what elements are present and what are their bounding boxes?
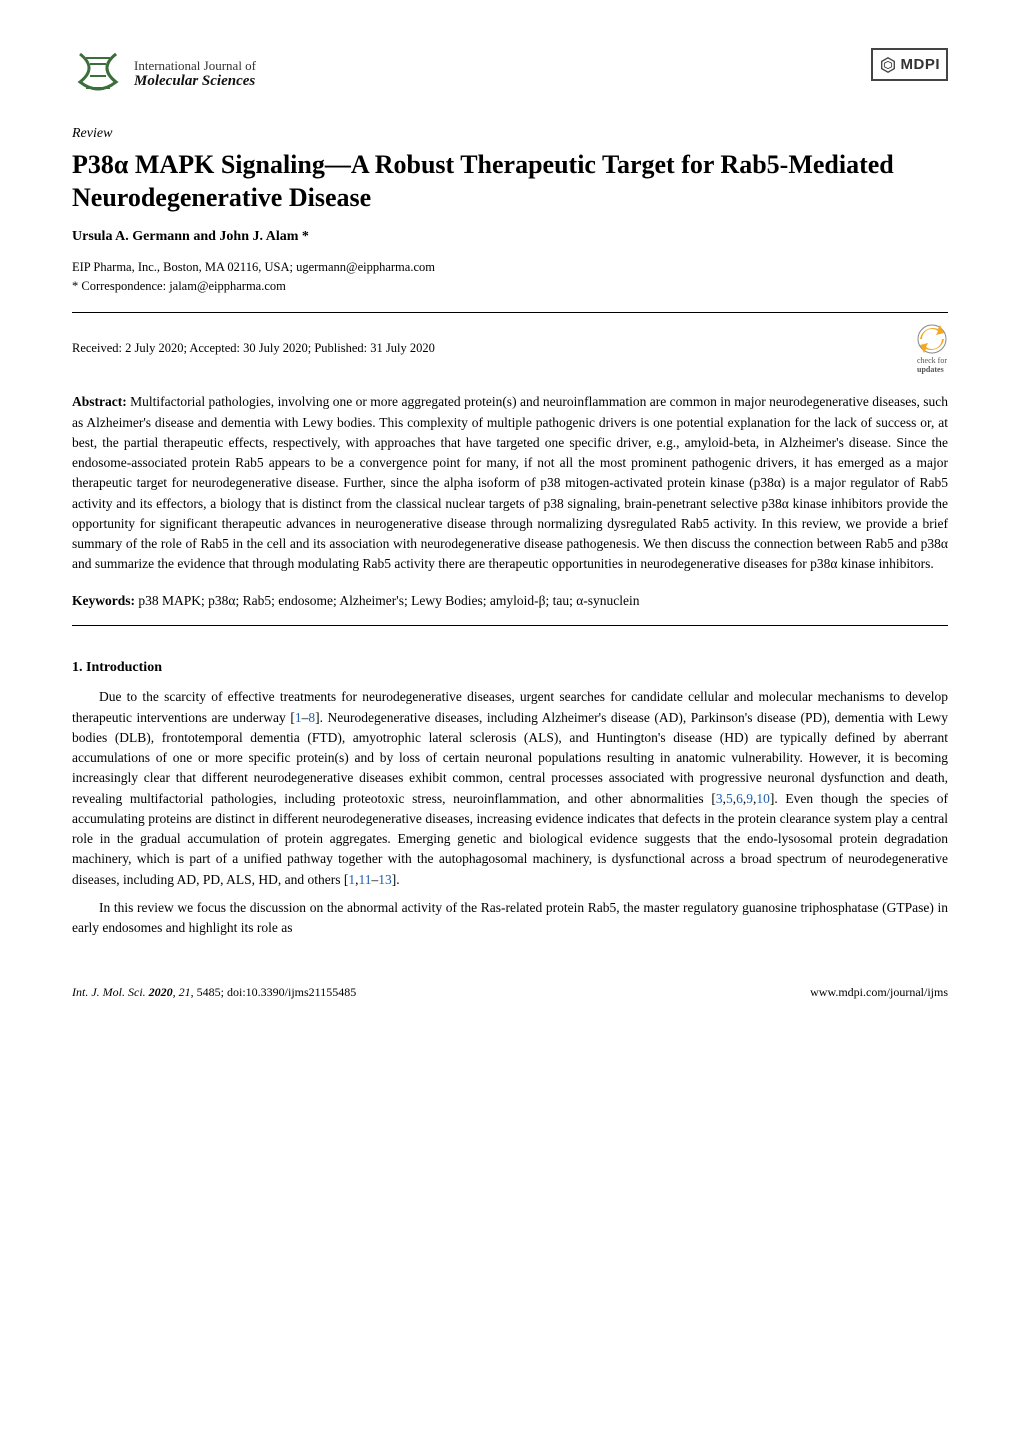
dates-text: Received: 2 July 2020; Accepted: 30 July…	[72, 340, 435, 358]
check-updates-label: check for updates	[917, 357, 947, 375]
ref-link[interactable]: 11	[358, 872, 371, 887]
footer-citation: Int. J. Mol. Sci. 2020, 21, 5485; doi:10…	[72, 984, 356, 1001]
affiliation-line: EIP Pharma, Inc., Boston, MA 02116, USA;…	[72, 259, 948, 277]
footer-url[interactable]: www.mdpi.com/journal/ijms	[810, 984, 948, 1001]
page-header: International Journal of Molecular Scien…	[72, 48, 948, 100]
ref-link[interactable]: 9	[746, 791, 753, 806]
article-title: P38α MAPK Signaling—A Robust Therapeutic…	[72, 148, 948, 216]
check-updates-badge[interactable]: check for updates	[916, 323, 948, 375]
divider-line	[72, 625, 948, 626]
keywords-label: Keywords:	[72, 593, 135, 608]
section-1-heading: 1. Introduction	[72, 658, 948, 678]
mdpi-logo: MDPI	[871, 48, 949, 81]
keywords-text: p38 MAPK; p38α; Rab5; endosome; Alzheime…	[138, 593, 639, 608]
journal-line1: International Journal of	[134, 59, 256, 73]
page-footer: Int. J. Mol. Sci. 2020, 21, 5485; doi:10…	[72, 978, 948, 1001]
article-type: Review	[72, 124, 948, 144]
dates-row: Received: 2 July 2020; Accepted: 30 July…	[72, 312, 948, 375]
mdpi-text: MDPI	[901, 54, 941, 75]
intro-para-2: In this review we focus the discussion o…	[72, 898, 948, 939]
ref-link[interactable]: 1	[295, 710, 302, 725]
ref-link[interactable]: 3	[716, 791, 723, 806]
journal-brand: International Journal of Molecular Scien…	[72, 48, 256, 100]
journal-dna-icon	[72, 48, 124, 100]
journal-line2: Molecular Sciences	[134, 73, 256, 90]
ref-link[interactable]: 13	[378, 872, 392, 887]
correspondence-line: * Correspondence: jalam@eippharma.com	[72, 278, 948, 296]
check-updates-icon	[916, 323, 948, 355]
intro-para-1: Due to the scarcity of effective treatme…	[72, 687, 948, 890]
journal-name: International Journal of Molecular Scien…	[134, 59, 256, 90]
ref-link[interactable]: 10	[756, 791, 770, 806]
ref-link[interactable]: 6	[736, 791, 743, 806]
ref-link[interactable]: 5	[726, 791, 733, 806]
authors-line: Ursula A. Germann and John J. Alam *	[72, 227, 948, 247]
keywords-block: Keywords: p38 MAPK; p38α; Rab5; endosome…	[72, 591, 948, 611]
mdpi-hex-icon	[879, 56, 897, 74]
abstract-block: Abstract: Multifactorial pathologies, in…	[72, 392, 948, 574]
abstract-label: Abstract:	[72, 394, 127, 409]
abstract-text: Multifactorial pathologies, involving on…	[72, 394, 948, 571]
